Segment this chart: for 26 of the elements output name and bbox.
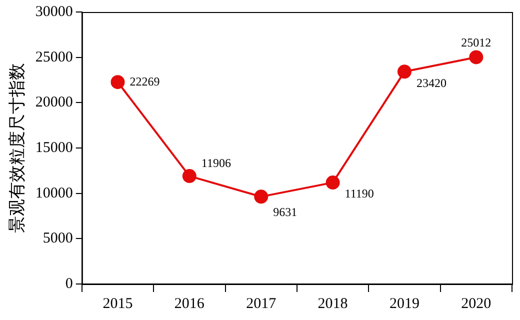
x-tick-label: 2018 xyxy=(318,296,348,312)
point xyxy=(254,190,268,204)
y-tick-label: 30000 xyxy=(35,4,73,20)
y-axis-title: 景观有效粒度尺寸指数 xyxy=(8,63,27,233)
x-tick-label: 2020 xyxy=(461,296,492,312)
x-tick-label: 2016 xyxy=(174,296,205,312)
data-label: 22269 xyxy=(130,74,160,88)
y-tick-label: 20000 xyxy=(35,94,73,111)
y-tick-label: 10000 xyxy=(35,185,73,202)
y-tick-label: 5000 xyxy=(42,230,73,247)
point xyxy=(326,176,340,190)
data-label: 11190 xyxy=(344,186,374,201)
data-label: 23420 xyxy=(416,76,446,90)
point xyxy=(397,64,412,79)
x-tick-label: 2019 xyxy=(389,296,420,312)
y-tick-label: 0 xyxy=(65,276,73,292)
y-tick-label: 15000 xyxy=(35,140,73,156)
x-tick-label: 2017 xyxy=(246,296,277,312)
point xyxy=(469,50,484,64)
x-tick-label: 2015 xyxy=(102,296,133,312)
data-label: 25012 xyxy=(461,35,492,50)
point xyxy=(110,75,125,90)
point xyxy=(182,169,196,184)
data-label: 11906 xyxy=(201,156,231,170)
data-label: 9631 xyxy=(273,204,298,219)
y-tick-label: 25000 xyxy=(35,49,73,66)
